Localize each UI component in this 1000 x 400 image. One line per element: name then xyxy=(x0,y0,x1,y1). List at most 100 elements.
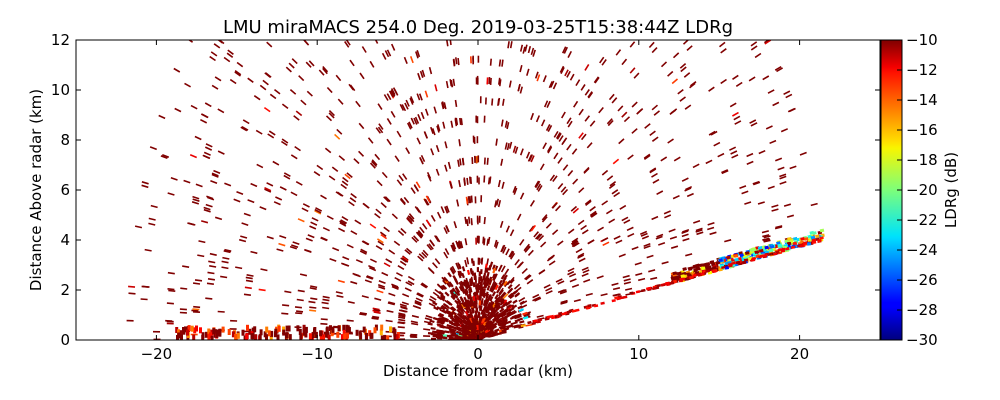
echo-gate xyxy=(552,82,558,90)
echo-gate xyxy=(689,275,694,280)
echo-gate xyxy=(545,222,552,229)
echo-gate xyxy=(393,333,397,340)
echo-gate xyxy=(472,303,476,309)
echo-gate xyxy=(269,335,273,340)
echo-gate xyxy=(241,329,245,336)
echo-gate xyxy=(567,270,575,276)
echo-gate xyxy=(448,282,454,288)
echo-gate xyxy=(445,225,450,233)
echo-gate xyxy=(451,310,458,316)
echo-gate xyxy=(712,266,717,270)
echo-gate xyxy=(652,286,657,291)
echo-gate xyxy=(368,266,377,272)
echo-gate xyxy=(266,235,274,240)
echo-gate xyxy=(480,300,484,306)
echo-gate xyxy=(586,306,591,310)
echo-gate xyxy=(430,214,436,222)
echo-gate xyxy=(566,70,571,78)
echo-gate xyxy=(277,325,281,332)
echo-gate xyxy=(458,307,464,313)
echo-gate xyxy=(669,281,675,285)
echo-gate xyxy=(667,138,674,144)
echo-gate xyxy=(377,284,386,288)
echo-gate xyxy=(539,163,545,171)
echo-gate xyxy=(259,84,267,91)
echo-gate xyxy=(383,262,391,268)
echo-gate xyxy=(460,326,467,332)
echo-gate xyxy=(537,318,543,322)
echo-gate xyxy=(390,90,395,98)
echo-gate xyxy=(404,287,412,292)
echo-gate xyxy=(371,317,379,320)
echo-gate xyxy=(777,166,785,171)
echo-gate xyxy=(505,310,512,316)
echo-gate xyxy=(371,159,378,166)
echo-gate xyxy=(340,183,347,190)
echo-gate xyxy=(180,334,183,340)
echo-gate xyxy=(411,236,418,243)
echo-gate xyxy=(524,44,528,52)
echo-gate xyxy=(581,272,589,277)
echo-gate xyxy=(733,115,741,121)
echo-gate xyxy=(529,199,535,207)
echo-gate xyxy=(611,282,619,286)
echo-gate xyxy=(764,250,770,255)
echo-gate xyxy=(469,176,472,184)
echo-gate xyxy=(305,237,313,242)
echo-gate xyxy=(670,245,679,249)
echo-gate xyxy=(589,120,596,127)
echo-gate xyxy=(600,293,608,297)
echo-gate xyxy=(518,308,525,313)
echo-gate xyxy=(200,220,209,224)
echo-gate xyxy=(428,66,433,75)
echo-gate xyxy=(498,59,502,67)
echo-gate xyxy=(495,241,499,249)
colorbar-tick-label: −30 xyxy=(906,331,938,349)
y-axis-ticks: 0 2 4 6 8 10 12 xyxy=(51,31,880,349)
echo-gate xyxy=(436,321,444,325)
echo-gate xyxy=(607,119,614,127)
echo-gate xyxy=(265,334,268,340)
echo-gate xyxy=(452,78,456,87)
echo-gate xyxy=(458,179,461,188)
echo-gate xyxy=(192,195,200,200)
echo-gate xyxy=(746,160,754,165)
echo-gate xyxy=(502,246,507,254)
echo-gate xyxy=(214,76,222,82)
echo-gate xyxy=(482,307,486,313)
echo-gate xyxy=(705,269,710,273)
echo-gate xyxy=(401,256,409,262)
echo-gate xyxy=(265,326,269,333)
echo-gate xyxy=(763,253,768,258)
echo-gate xyxy=(453,221,458,229)
echo-gate xyxy=(441,304,447,310)
echo-gate xyxy=(444,206,449,214)
echo-gate xyxy=(596,275,604,279)
echo-gate xyxy=(715,260,721,265)
echo-gate xyxy=(376,289,384,294)
echo-gate xyxy=(203,206,211,211)
echo-gate xyxy=(780,249,786,253)
echo-gate xyxy=(288,334,292,340)
echo-gate xyxy=(417,231,424,238)
echo-gate xyxy=(687,267,693,271)
echo-gate xyxy=(436,323,444,327)
echo-gate xyxy=(708,267,714,272)
echo-gate xyxy=(817,238,822,243)
echo-gate xyxy=(456,325,462,330)
echo-gate xyxy=(322,65,329,73)
echo-gate xyxy=(410,117,415,125)
echo-gate xyxy=(446,282,452,288)
echo-gate xyxy=(467,196,471,204)
echo-gate xyxy=(615,239,623,244)
echo-gate xyxy=(773,252,778,256)
echo-gate xyxy=(380,202,387,209)
echo-gate xyxy=(692,163,700,169)
echo-gate xyxy=(641,288,646,293)
echo-gate xyxy=(214,216,223,221)
echo-gate xyxy=(374,153,381,161)
echo-gate xyxy=(402,293,410,298)
echo-gate xyxy=(575,248,583,254)
echo-gate xyxy=(258,334,262,340)
